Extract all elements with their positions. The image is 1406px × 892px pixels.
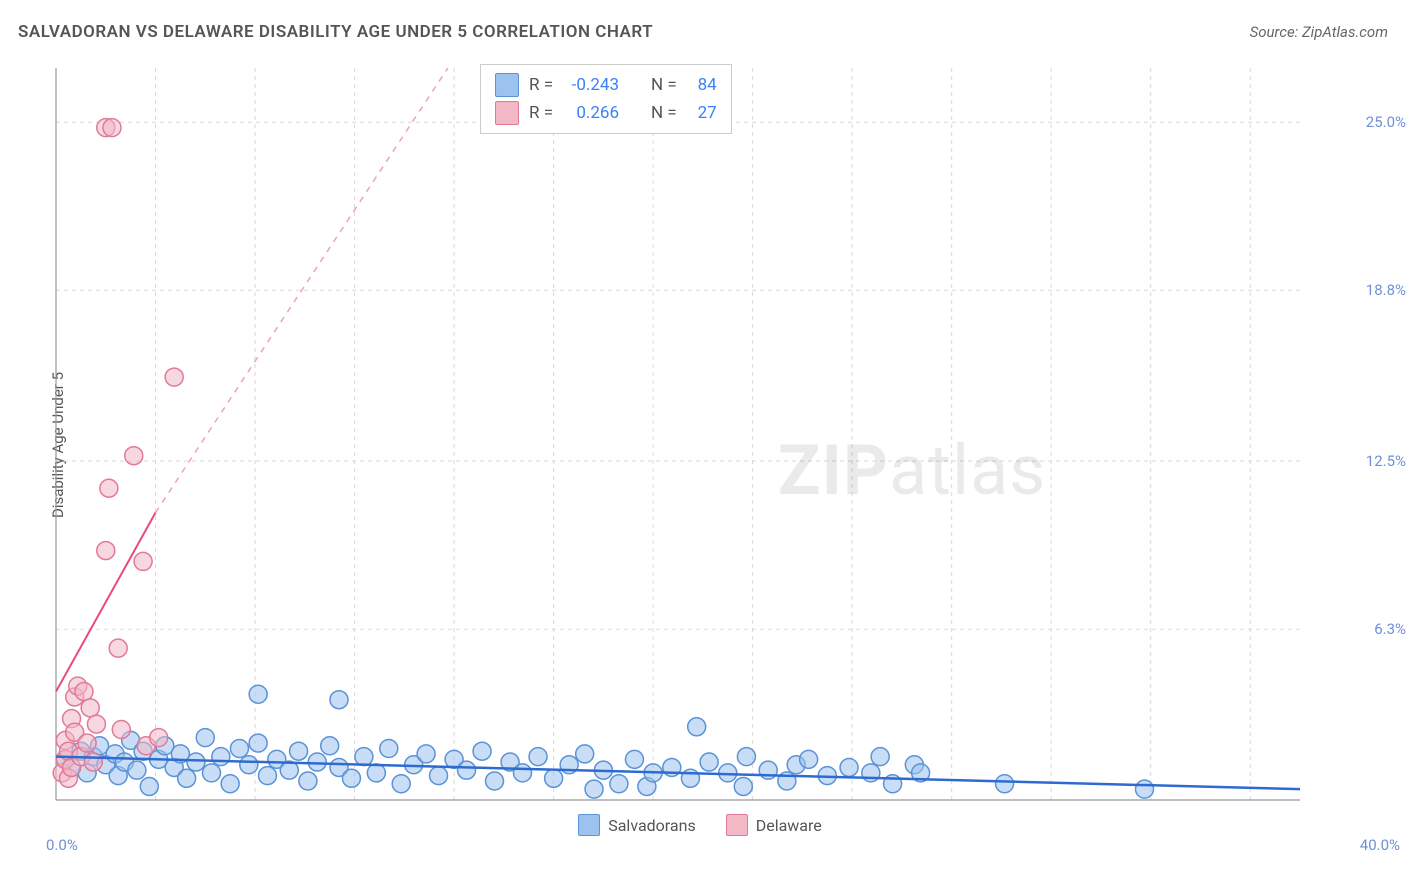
n-label: N = [651,103,677,123]
data-point [128,761,146,779]
data-point [249,685,267,703]
data-point [203,764,221,782]
data-point [996,775,1014,793]
data-point [178,769,196,787]
data-point [737,748,755,766]
data-point [367,764,385,782]
data-point [81,699,99,717]
data-point [688,718,706,736]
data-point [458,761,476,779]
data-point [625,750,643,768]
data-point [125,447,143,465]
data-point [212,748,230,766]
data-point [196,729,214,747]
series-swatch [495,101,519,125]
source-label: Source: ZipAtlas.com [1250,23,1388,41]
r-label: R = [529,103,553,123]
data-point [342,769,360,787]
legend-item: Salvadorans [578,814,695,836]
legend-item: Delaware [726,814,822,836]
data-point [355,748,373,766]
data-point [134,552,152,570]
data-point [150,729,168,747]
data-point [330,691,348,709]
data-point [100,479,118,497]
data-point [871,748,889,766]
data-point [299,772,317,790]
data-point [240,756,258,774]
data-point [165,368,183,386]
y-tick: 18.8% [1366,281,1406,299]
data-point [514,764,532,782]
data-point [290,742,308,760]
r-value: 0.266 [563,103,619,123]
chart-area: Disability Age Under 5 ZIPatlas 6.3%12.5… [50,60,1350,830]
data-point [187,753,205,771]
data-point [140,777,158,795]
data-point [97,542,115,560]
data-point [800,750,818,768]
data-point [109,639,127,657]
data-point [430,767,448,785]
data-point [473,742,491,760]
y-tick: 25.0% [1366,113,1406,131]
data-point [610,775,628,793]
data-point [486,772,504,790]
data-point [840,758,858,776]
series-legend: Salvadorans Delaware [50,814,1350,836]
scatter-plot [50,60,1350,830]
data-point [112,721,130,739]
y-tick: 12.5% [1366,452,1406,470]
series-swatch [726,814,748,836]
data-point [529,748,547,766]
y-tick: 6.3% [1374,620,1406,638]
data-point [103,119,121,137]
data-point [585,780,603,798]
legend-label: Salvadorans [608,816,695,835]
r-label: R = [529,75,553,95]
n-value: 27 [687,103,717,123]
x-tick-min: 0.0% [46,836,78,854]
data-point [87,715,105,733]
n-value: 84 [687,75,717,95]
data-point [545,769,563,787]
data-point [417,745,435,763]
data-point [734,777,752,795]
data-point [230,739,248,757]
data-point [84,753,102,771]
n-label: N = [651,75,677,95]
chart-title: SALVADORAN VS DELAWARE DISABILITY AGE UN… [18,22,653,42]
stats-legend: R = -0.243 N = 84 R = 0.266 N = 27 [480,64,732,134]
data-point [258,767,276,785]
series-swatch [495,73,519,97]
r-value: -0.243 [563,75,619,95]
data-point [392,775,410,793]
data-point [576,745,594,763]
data-point [221,775,239,793]
legend-label: Delaware [756,816,822,835]
data-point [380,739,398,757]
data-point [78,734,96,752]
data-point [700,753,718,771]
data-point [321,737,339,755]
stats-row: R = -0.243 N = 84 [495,71,717,99]
series-swatch [578,814,600,836]
x-tick-max: 40.0% [1360,836,1400,854]
data-point [249,734,267,752]
data-point [1136,780,1154,798]
stats-row: R = 0.266 N = 27 [495,99,717,127]
data-point [75,683,93,701]
